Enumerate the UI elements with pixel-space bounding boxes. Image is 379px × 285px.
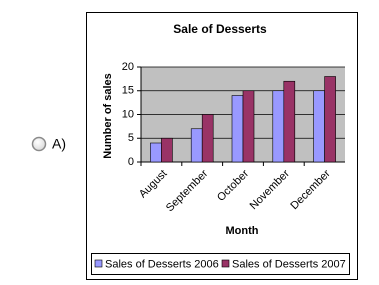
bar [201,114,214,163]
y-tick-label: 10 [122,108,134,120]
y-axis-label: Number of sales [102,73,114,159]
legend-label: Sales of Desserts 2007 [232,258,346,270]
chart-title: Sale of Desserts [173,22,267,36]
radio-option[interactable]: A) [31,136,67,152]
y-tick-label: 15 [122,85,134,97]
x-axis-label: Month [226,225,259,237]
bar [190,128,203,163]
radio-button[interactable] [31,136,47,152]
y-tick-label: 0 [128,156,134,168]
bar [283,80,296,163]
legend-swatch [221,259,230,268]
legend-label: Sales of Desserts 2006 [105,258,219,270]
bar [313,90,325,163]
legend-box [91,253,350,275]
bar [324,76,336,163]
legend-swatch [94,259,103,268]
bar [272,90,285,163]
y-tick-label: 20 [122,61,134,73]
y-tick-label: 5 [128,132,134,144]
bar [231,95,244,163]
option-label[interactable]: A) [52,136,66,152]
bar [161,137,173,163]
bar [150,142,162,163]
bar [242,90,255,163]
